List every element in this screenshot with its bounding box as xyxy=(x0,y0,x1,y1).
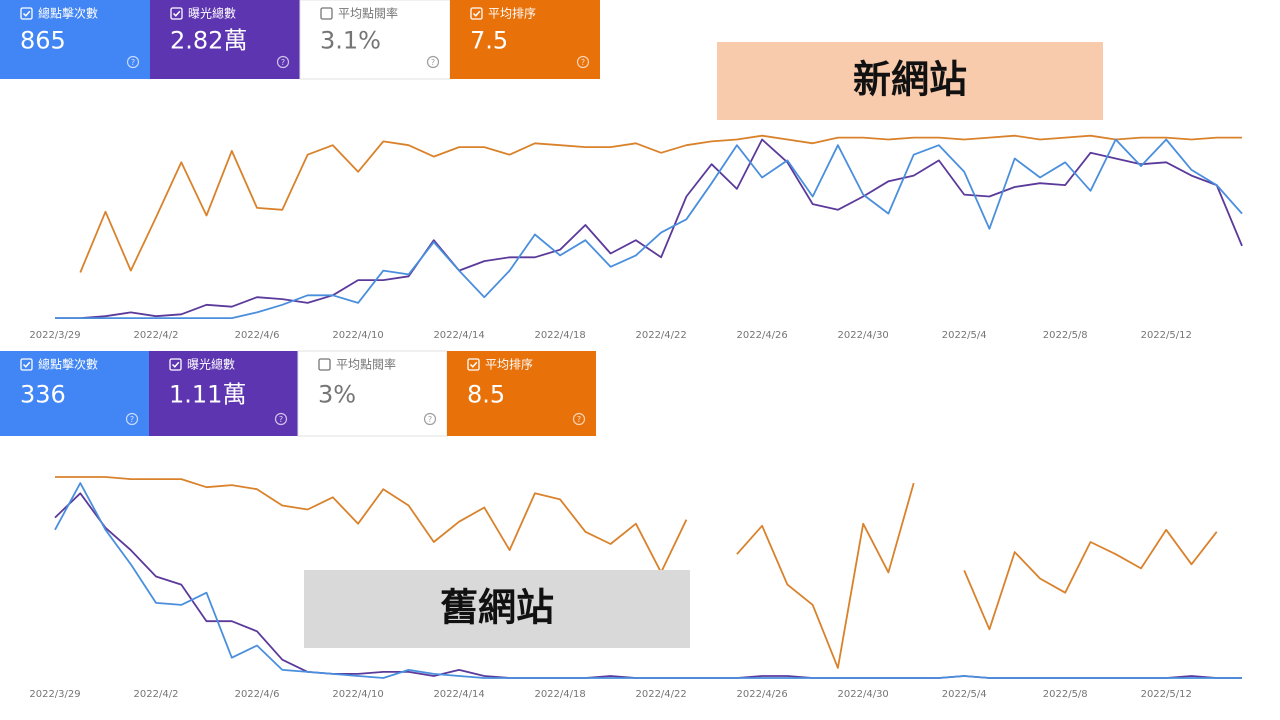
checkbox[interactable] xyxy=(20,7,33,20)
help-icon[interactable] xyxy=(576,55,590,69)
x-tick-label: 2022/4/22 xyxy=(635,330,686,341)
metric-label: 平均點閱率 xyxy=(336,357,396,372)
x-tick-label: 2022/4/30 xyxy=(838,330,889,341)
help-icon-mark: ? xyxy=(581,58,585,67)
checkmark xyxy=(472,10,481,17)
x-tick-label: 2022/4/18 xyxy=(534,689,585,700)
metric-label: 平均點閱率 xyxy=(338,6,398,21)
metric-card[interactable] xyxy=(0,0,150,79)
x-tick-label: 2022/4/26 xyxy=(737,689,788,700)
metric-label: 曝光總數 xyxy=(188,6,236,21)
x-tick-label: 2022/4/26 xyxy=(737,330,788,341)
help-icon-mark: ? xyxy=(130,415,134,424)
x-tick-label: 2022/4/10 xyxy=(332,689,383,700)
x-tick-label: 2022/5/12 xyxy=(1141,330,1192,341)
series-line xyxy=(79,134,1242,273)
checkmark xyxy=(22,10,31,17)
metric-value: 3% xyxy=(318,381,356,409)
checkmark xyxy=(469,361,478,368)
checkbox[interactable] xyxy=(318,358,331,371)
metric-label: 平均排序 xyxy=(488,6,536,21)
x-tick-label: 2022/3/29 xyxy=(29,330,80,341)
help-icon[interactable] xyxy=(276,55,290,69)
metric-value: 7.5 xyxy=(470,27,508,55)
x-tick-label: 2022/4/30 xyxy=(838,689,889,700)
metric-value: 865 xyxy=(20,27,66,55)
checkbox[interactable] xyxy=(20,358,33,371)
x-tick-label: 2022/4/18 xyxy=(534,330,585,341)
metric-value: 1.11萬 xyxy=(169,381,246,409)
metric-card[interactable] xyxy=(450,0,600,79)
site-tag-box xyxy=(304,570,690,648)
series-line xyxy=(55,138,1243,319)
x-tick-label: 2022/4/14 xyxy=(433,330,484,341)
series-line xyxy=(54,482,1242,679)
x-tick-label: 2022/4/2 xyxy=(134,689,179,700)
series-line xyxy=(55,476,1218,669)
x-tick-label: 2022/5/8 xyxy=(1043,689,1088,700)
x-tick-label: 2022/4/6 xyxy=(235,689,280,700)
help-icon-mark: ? xyxy=(131,58,135,67)
metric-label: 曝光總數 xyxy=(187,357,235,372)
x-tick-label: 2022/5/8 xyxy=(1043,330,1088,341)
metric-card[interactable] xyxy=(150,0,300,79)
metric-label: 總點擊次數 xyxy=(38,6,98,21)
help-icon-mark: ? xyxy=(281,58,285,67)
metric-label: 總點擊次數 xyxy=(38,357,98,372)
x-tick-label: 2022/5/12 xyxy=(1141,689,1192,700)
help-icon[interactable] xyxy=(126,55,140,69)
help-icon[interactable] xyxy=(572,412,586,426)
help-icon-mark: ? xyxy=(279,415,283,424)
metric-card[interactable] xyxy=(297,350,448,437)
metric-value: 3.1% xyxy=(320,27,381,55)
help-icon-mark: ? xyxy=(577,415,581,424)
x-tick-label: 2022/4/6 xyxy=(235,330,280,341)
x-tick-label: 2022/4/10 xyxy=(332,330,383,341)
site-tag: 舊網站 xyxy=(440,586,554,630)
x-tick-label: 2022/3/29 xyxy=(29,689,80,700)
x-tick-label: 2022/4/14 xyxy=(433,689,484,700)
help-icon[interactable] xyxy=(423,412,437,426)
series-line xyxy=(55,138,1243,319)
checkmark xyxy=(22,361,31,368)
checkbox[interactable] xyxy=(169,358,182,371)
checkbox[interactable] xyxy=(467,358,480,371)
metric-label: 平均排序 xyxy=(485,357,533,372)
help-icon[interactable] xyxy=(125,412,139,426)
checkmark xyxy=(172,10,181,17)
help-icon-mark: ? xyxy=(431,58,435,67)
help-icon[interactable] xyxy=(274,412,288,426)
checkbox[interactable] xyxy=(170,7,183,20)
x-tick-label: 2022/5/4 xyxy=(942,330,987,341)
x-tick-label: 2022/5/4 xyxy=(942,689,987,700)
x-tick-label: 2022/4/2 xyxy=(134,330,179,341)
help-icon-mark: ? xyxy=(428,415,432,424)
metric-value: 336 xyxy=(20,381,66,409)
metric-value: 8.5 xyxy=(467,381,505,409)
site-tag-box xyxy=(717,42,1103,120)
metric-value: 2.82萬 xyxy=(170,27,247,55)
x-tick-label: 2022/4/22 xyxy=(635,689,686,700)
checkmark xyxy=(171,361,180,368)
checkbox[interactable] xyxy=(320,7,333,20)
metric-card[interactable] xyxy=(299,0,451,80)
site-tag: 新網站 xyxy=(853,58,967,102)
help-icon[interactable] xyxy=(426,55,440,69)
checkbox[interactable] xyxy=(470,7,483,20)
